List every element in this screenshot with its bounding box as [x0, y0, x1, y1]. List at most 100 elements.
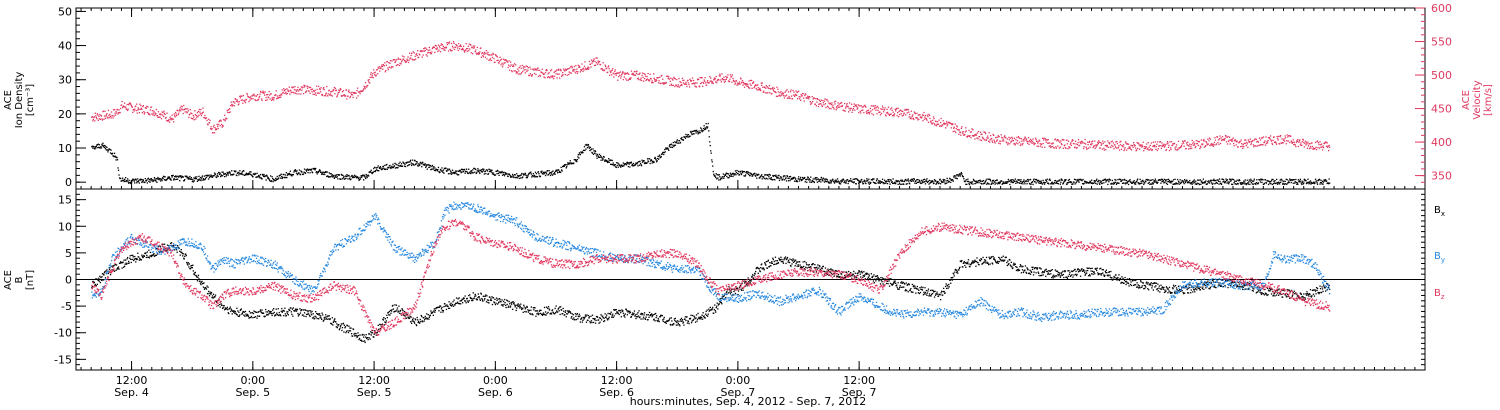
density-series-point — [602, 159, 604, 161]
velocity-series-point — [610, 70, 612, 72]
density-series-point — [883, 179, 886, 181]
velocity-series-point — [608, 65, 610, 67]
density-series-point — [548, 170, 550, 172]
density-series-point — [644, 161, 646, 164]
velocity-series-point — [1220, 137, 1222, 139]
density-series-point — [520, 174, 522, 176]
velocity-series-point — [1285, 143, 1287, 145]
velocity-series-point — [1231, 138, 1233, 140]
velocity-series-point — [1248, 141, 1250, 143]
velocity-series-point — [929, 117, 931, 120]
velocity-series-point — [722, 79, 724, 81]
velocity-series-point — [330, 94, 332, 96]
velocity-series-point — [670, 83, 672, 85]
density-series-point — [629, 166, 631, 168]
velocity-series-point — [401, 55, 404, 57]
density-series-point — [1169, 180, 1172, 183]
velocity-series-point — [1328, 150, 1330, 152]
density-series-point — [620, 166, 622, 168]
density-series-point — [538, 173, 540, 175]
density-series-point — [164, 176, 166, 178]
velocity-series-point — [854, 105, 856, 107]
velocity-series-point — [1155, 148, 1157, 150]
velocity-series-point — [254, 99, 257, 102]
velocity-series-point — [1161, 142, 1163, 144]
velocity-series-point — [197, 110, 200, 113]
velocity-series-point — [1299, 139, 1301, 141]
velocity-series-point — [646, 78, 649, 80]
density-series-point — [863, 179, 865, 181]
density-series-point — [523, 174, 525, 176]
density-series-point — [655, 159, 657, 161]
velocity-series-point — [1284, 140, 1286, 142]
density-series-point — [309, 168, 312, 171]
velocity-series-point — [483, 53, 485, 55]
velocity-series-point — [976, 132, 979, 134]
density-series-point — [1026, 183, 1028, 185]
velocity-series-point — [305, 90, 308, 92]
velocity-series-point — [817, 105, 819, 108]
density-series-point — [769, 174, 771, 176]
velocity-series-point — [748, 80, 750, 82]
density-series-point — [1183, 183, 1185, 185]
velocity-series-point — [1031, 142, 1033, 144]
density-series-point — [1301, 181, 1303, 184]
density-series-point — [1263, 182, 1266, 184]
density-series-point — [599, 155, 602, 157]
velocity-series-point — [912, 114, 914, 116]
density-series-point — [1143, 183, 1145, 185]
velocity-series-point — [520, 73, 522, 75]
density-series-point — [433, 165, 435, 168]
density-series-point — [397, 164, 400, 167]
velocity-series-point — [643, 78, 646, 80]
density-series-point — [839, 183, 842, 185]
density-series-point — [102, 146, 105, 148]
velocity-series-point — [315, 92, 317, 94]
density-series-point — [852, 181, 854, 183]
density-series-point — [722, 173, 724, 175]
density-series-point — [563, 165, 565, 167]
density-series-point — [350, 178, 352, 180]
tick-label: 400 — [1431, 136, 1452, 149]
velocity-series-point — [380, 68, 382, 70]
velocity-series-point — [1014, 144, 1016, 146]
velocity-series-point — [623, 76, 625, 78]
density-series-point — [686, 135, 688, 138]
density-series-point — [1238, 179, 1240, 181]
velocity-series-point — [287, 89, 289, 91]
velocity-series-point — [517, 68, 519, 70]
density-series-point — [1050, 183, 1052, 185]
density-series-point — [865, 182, 867, 185]
density-series-point — [987, 183, 989, 185]
density-series-point — [1204, 181, 1206, 183]
density-series-point — [1049, 178, 1051, 180]
velocity-series-point — [950, 122, 952, 125]
density-series-point — [530, 171, 532, 173]
density-series-point — [1142, 180, 1144, 183]
density-series-point — [964, 180, 966, 182]
velocity-series-point — [1077, 139, 1080, 141]
density-series-point — [792, 177, 795, 180]
density-series-point — [911, 178, 913, 180]
velocity-series-point — [1014, 143, 1016, 145]
density-series-point — [935, 183, 937, 185]
velocity-series-point — [448, 41, 451, 43]
velocity-series-point — [505, 59, 507, 61]
velocity-series-point — [795, 93, 797, 96]
density-series-point — [1118, 182, 1120, 184]
velocity-series-point — [883, 109, 886, 111]
velocity-series-point — [854, 109, 856, 111]
velocity-series-point — [700, 82, 702, 85]
velocity-series-point — [497, 59, 499, 61]
velocity-series-point — [1312, 147, 1315, 149]
density-series-point — [1201, 182, 1203, 184]
velocity-series-point — [861, 109, 863, 112]
velocity-series-point — [1048, 145, 1050, 147]
density-series-point — [1133, 181, 1135, 184]
velocity-series-point — [1092, 146, 1094, 149]
velocity-series-point — [519, 65, 521, 67]
density-series-point — [554, 171, 556, 174]
velocity-series-point — [392, 66, 394, 68]
velocity-series-point — [1073, 143, 1075, 145]
density-series-point — [1040, 180, 1042, 182]
